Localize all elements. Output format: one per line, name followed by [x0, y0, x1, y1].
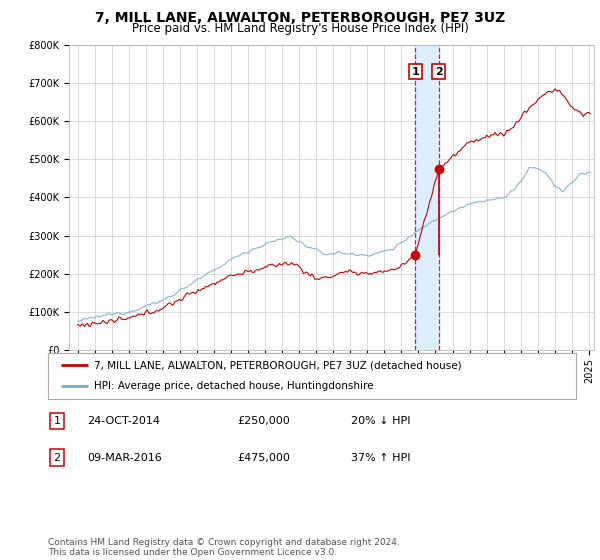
Text: 20% ↓ HPI: 20% ↓ HPI: [351, 416, 410, 426]
Text: Price paid vs. HM Land Registry's House Price Index (HPI): Price paid vs. HM Land Registry's House …: [131, 22, 469, 35]
Text: HPI: Average price, detached house, Huntingdonshire: HPI: Average price, detached house, Hunt…: [94, 381, 374, 391]
Text: 37% ↑ HPI: 37% ↑ HPI: [351, 452, 410, 463]
Text: 1: 1: [53, 416, 61, 426]
Text: 2: 2: [435, 67, 443, 77]
Text: 1: 1: [412, 67, 419, 77]
Text: 7, MILL LANE, ALWALTON, PETERBOROUGH, PE7 3UZ (detached house): 7, MILL LANE, ALWALTON, PETERBOROUGH, PE…: [94, 360, 462, 370]
Text: 7, MILL LANE, ALWALTON, PETERBOROUGH, PE7 3UZ: 7, MILL LANE, ALWALTON, PETERBOROUGH, PE…: [95, 11, 505, 25]
Text: 2: 2: [53, 452, 61, 463]
Text: Contains HM Land Registry data © Crown copyright and database right 2024.
This d: Contains HM Land Registry data © Crown c…: [48, 538, 400, 557]
Text: £475,000: £475,000: [237, 452, 290, 463]
Text: 24-OCT-2014: 24-OCT-2014: [87, 416, 160, 426]
Text: 09-MAR-2016: 09-MAR-2016: [87, 452, 162, 463]
Text: £250,000: £250,000: [237, 416, 290, 426]
Bar: [415, 45, 439, 350]
